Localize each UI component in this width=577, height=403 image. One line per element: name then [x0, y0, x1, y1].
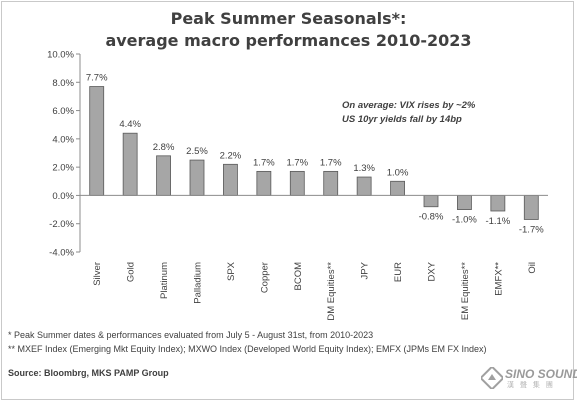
y-tick-label: 2.0% — [52, 163, 74, 174]
x-tick-label: Copper — [259, 262, 270, 293]
x-tick-label: BCOM — [293, 262, 304, 291]
x-tick-label: Gold — [126, 262, 137, 282]
annotation-line-2: US 10yr yields fall by 14bp — [342, 114, 462, 125]
data-label: 1.0% — [387, 167, 409, 178]
data-label: 2.2% — [220, 150, 242, 161]
bar — [390, 180, 405, 196]
data-label: 2.5% — [186, 146, 208, 157]
x-tick-label: Silver — [92, 262, 103, 286]
data-label: 1.7% — [286, 157, 308, 168]
footnote-1: * Peak Summer dates & performances evalu… — [8, 330, 374, 340]
bar — [356, 176, 372, 196]
x-tick-label: DM Equities** — [326, 262, 337, 321]
chart-title: Peak Summer Seasonals*: — [170, 9, 407, 28]
x-tick-label: EUR — [393, 262, 404, 282]
y-tick-label: 8.0% — [52, 78, 74, 89]
bar — [122, 132, 138, 196]
bar — [156, 155, 171, 196]
bar — [490, 195, 506, 212]
bar — [289, 170, 305, 196]
x-tick-label: DXY — [427, 261, 438, 281]
x-tick-label: EM Equities** — [460, 262, 471, 320]
y-axis: -4.0% -2.0% 0.0% 2.0% 4.0% 6.0% 8.0% 10.0% — [47, 50, 81, 259]
data-label: 4.4% — [119, 119, 141, 130]
bar — [457, 195, 472, 210]
logo-text: SINO SOUND — [505, 367, 577, 381]
data-label: 7.7% — [86, 73, 108, 84]
bar — [256, 170, 272, 196]
x-tick-label: SPX — [226, 261, 237, 281]
data-label: -0.8% — [419, 212, 444, 223]
data-label: -1.0% — [452, 215, 477, 226]
data-labels: 7.7% 4.4% 2.8% 2.5% 2.2% 1.7% 1.7% 1.7% 1.3% 1.0%… — [86, 73, 544, 236]
y-tick-label: 0.0% — [52, 191, 74, 202]
data-label: 1.7% — [320, 157, 342, 168]
bars — [89, 86, 539, 220]
logo-icon — [481, 367, 503, 389]
logo-subtext: 漢 聲 集 團 — [507, 382, 555, 389]
x-tick-label: JPY — [360, 261, 371, 279]
bar — [523, 195, 539, 220]
x-tick-label: Palladium — [193, 262, 204, 304]
bar — [89, 86, 105, 196]
x-axis-labels: Silver Gold Platinum Palladium SPX Copper BCOM… — [92, 261, 538, 320]
data-label: 2.8% — [153, 142, 175, 153]
bar — [323, 170, 339, 196]
watermark-logo: SINO SOUND 漢 聲 集 團 — [481, 365, 577, 391]
x-tick-label: EMFX** — [493, 262, 504, 296]
y-tick-label: 4.0% — [52, 134, 74, 145]
source-note: Source: Bloombrg, MKS PAMP Group — [8, 368, 169, 378]
chart-subtitle: average macro performances 2010-2023 — [105, 31, 472, 50]
y-tick-label: -2.0% — [49, 219, 74, 230]
data-label: 1.3% — [353, 163, 375, 174]
y-tick-label: 6.0% — [52, 106, 74, 117]
annotation-line-1: On average: VIX rises by ~2% — [342, 100, 476, 111]
y-tick-label: -4.0% — [49, 248, 74, 259]
data-label: -1.7% — [519, 224, 544, 235]
x-tick-label: Oil — [527, 262, 538, 274]
footnote-2: ** MXEF Index (Emerging Mkt Equity Index… — [8, 344, 487, 354]
bar — [223, 163, 238, 196]
bar — [189, 159, 205, 196]
x-tick-label: Platinum — [159, 262, 170, 299]
data-label: -1.1% — [485, 216, 510, 227]
y-tick-label: 10.0% — [47, 50, 74, 61]
data-label: 1.7% — [253, 157, 275, 168]
bar — [423, 195, 439, 208]
